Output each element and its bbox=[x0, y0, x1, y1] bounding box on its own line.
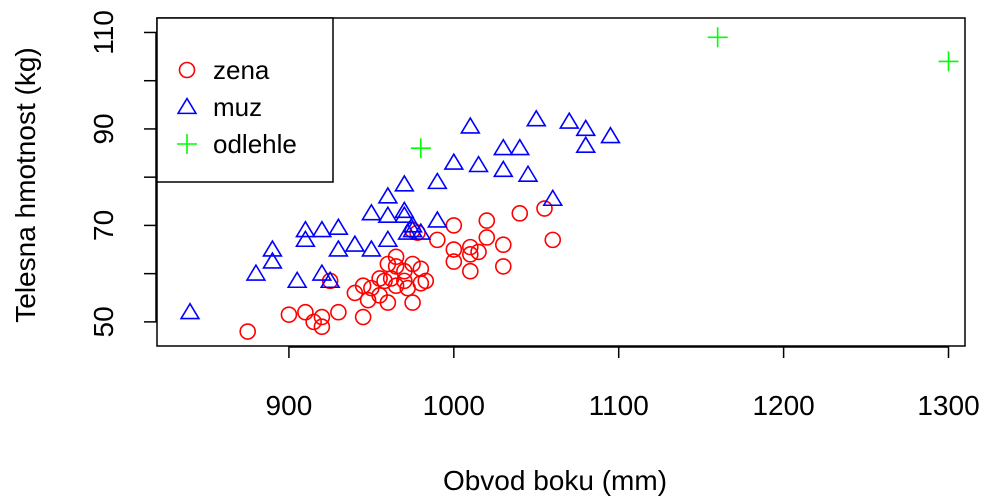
point-zena-17 bbox=[379, 294, 397, 311]
data-points bbox=[179, 27, 959, 340]
legend-marker-muz bbox=[176, 96, 198, 115]
point-muz-22 bbox=[402, 215, 423, 233]
series-zena bbox=[239, 200, 562, 340]
x-tick-label-2: 1100 bbox=[589, 390, 649, 421]
x-tick-label-1: 1000 bbox=[423, 390, 485, 421]
point-zena-40 bbox=[478, 212, 496, 229]
point-muz-7 bbox=[311, 263, 333, 281]
point-zena-43 bbox=[494, 258, 512, 275]
point-muz-10 bbox=[328, 217, 349, 235]
point-muz-9 bbox=[319, 270, 341, 289]
point-zena-23 bbox=[396, 272, 413, 290]
point-zena-33 bbox=[445, 217, 463, 234]
point-zena-36 bbox=[462, 238, 479, 256]
legend-label-zena: zena bbox=[213, 55, 270, 85]
x-axis-label: Obvod boku (mm) bbox=[443, 465, 667, 496]
point-muz-8 bbox=[311, 220, 333, 238]
legend-marker-odlehle bbox=[177, 134, 197, 154]
point-muz-3 bbox=[262, 251, 283, 269]
x-tick-label-0: 900 bbox=[266, 390, 313, 421]
point-muz-18 bbox=[394, 174, 415, 192]
point-zena-26 bbox=[404, 294, 421, 311]
point-zena-4 bbox=[313, 318, 331, 336]
point-odlehle-1 bbox=[707, 27, 728, 48]
point-zena-37 bbox=[462, 246, 479, 263]
y-tick-label-1: 70 bbox=[88, 210, 119, 241]
point-zena-0 bbox=[239, 323, 256, 340]
point-muz-38 bbox=[575, 135, 597, 153]
point-odlehle-0 bbox=[410, 138, 431, 159]
point-muz-0 bbox=[179, 302, 201, 320]
point-odlehle-2 bbox=[938, 51, 959, 72]
legend-marker-zena bbox=[178, 61, 196, 79]
point-zena-5 bbox=[313, 308, 331, 326]
point-zena-15 bbox=[376, 272, 393, 290]
point-muz-12 bbox=[344, 234, 366, 252]
point-zena-3 bbox=[305, 313, 322, 331]
point-zena-32 bbox=[429, 231, 446, 249]
y-tick-label-0: 50 bbox=[88, 306, 119, 337]
legend-label-muz: muz bbox=[213, 92, 262, 122]
series-muz bbox=[179, 109, 621, 320]
point-muz-33 bbox=[517, 164, 539, 182]
point-zena-35 bbox=[445, 253, 463, 270]
point-zena-1 bbox=[280, 306, 298, 323]
point-muz-2 bbox=[262, 239, 283, 257]
point-muz-26 bbox=[426, 210, 448, 228]
legend: zena muz odlehle bbox=[156, 17, 334, 183]
point-zena-34 bbox=[445, 241, 463, 258]
point-muz-32 bbox=[509, 138, 531, 156]
point-muz-5 bbox=[295, 220, 316, 238]
point-muz-11 bbox=[328, 239, 349, 257]
point-muz-35 bbox=[542, 188, 564, 207]
point-zena-38 bbox=[462, 262, 479, 280]
y-axis-label: Telesna hmotnost (kg) bbox=[10, 47, 41, 322]
point-muz-39 bbox=[600, 126, 621, 144]
point-muz-15 bbox=[377, 186, 399, 204]
point-muz-30 bbox=[492, 138, 514, 156]
point-muz-19 bbox=[394, 200, 415, 219]
point-muz-13 bbox=[361, 203, 382, 221]
point-muz-14 bbox=[361, 239, 382, 257]
axes: 900 1000 1100 1200 1300 50 70 90 110 bbox=[88, 10, 980, 421]
point-muz-4 bbox=[286, 270, 308, 289]
point-muz-27 bbox=[443, 152, 465, 170]
point-muz-25 bbox=[426, 171, 448, 190]
legend-label-odlehle: odlehle bbox=[213, 129, 297, 159]
point-zena-2 bbox=[297, 303, 314, 321]
y-tick-label-3: 110 bbox=[88, 10, 119, 55]
point-zena-11 bbox=[359, 291, 377, 309]
point-zena-42 bbox=[494, 236, 512, 254]
x-tick-label-3: 1200 bbox=[752, 390, 814, 421]
point-zena-10 bbox=[354, 277, 372, 295]
x-tick-label-4: 1300 bbox=[917, 390, 979, 421]
point-zena-20 bbox=[387, 258, 405, 275]
point-muz-6 bbox=[295, 229, 316, 248]
point-muz-28 bbox=[459, 116, 481, 134]
point-zena-9 bbox=[354, 308, 372, 326]
point-muz-24 bbox=[410, 222, 432, 240]
point-muz-29 bbox=[468, 155, 489, 173]
point-zena-31 bbox=[417, 272, 435, 290]
point-muz-36 bbox=[558, 111, 580, 129]
point-muz-37 bbox=[575, 118, 597, 137]
series-odlehle bbox=[410, 27, 959, 159]
y-tick-label-2: 90 bbox=[88, 113, 119, 144]
point-zena-25 bbox=[404, 255, 421, 273]
point-zena-7 bbox=[330, 303, 347, 321]
point-muz-1 bbox=[245, 263, 267, 281]
point-muz-31 bbox=[492, 159, 514, 178]
point-muz-20 bbox=[394, 205, 415, 223]
point-zena-41 bbox=[478, 229, 496, 246]
point-muz-34 bbox=[525, 109, 547, 127]
point-muz-16 bbox=[377, 205, 399, 223]
point-zena-44 bbox=[511, 205, 529, 222]
point-muz-17 bbox=[377, 229, 399, 248]
point-zena-19 bbox=[387, 248, 405, 266]
point-zena-39 bbox=[470, 243, 487, 261]
point-zena-45 bbox=[536, 200, 553, 217]
point-zena-21 bbox=[387, 277, 405, 295]
point-zena-46 bbox=[544, 231, 562, 249]
